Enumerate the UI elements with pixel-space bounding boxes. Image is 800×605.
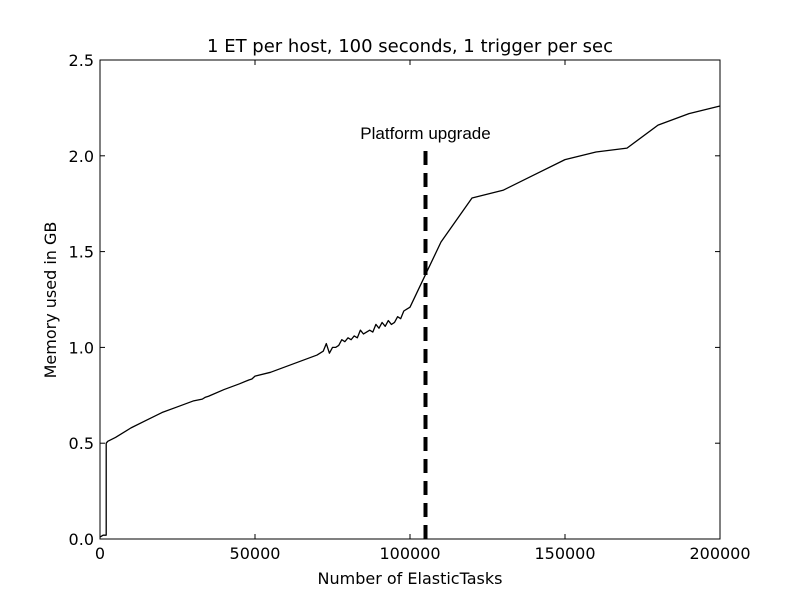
- y-tick-label: 1.5: [69, 243, 94, 262]
- y-tick-label: 1.0: [69, 338, 94, 357]
- x-tick-label: 100000: [379, 544, 440, 563]
- y-tick-label: 0.0: [69, 530, 94, 549]
- x-tick-label: 150000: [534, 544, 595, 563]
- annotation-label: Platform upgrade: [360, 124, 490, 143]
- chart-title: 1 ET per host, 100 seconds, 1 trigger pe…: [207, 36, 613, 57]
- x-tick-label: 200000: [689, 544, 750, 563]
- x-axis: 0 50000 100000 150000 200000: [95, 60, 751, 563]
- plot-area: Platform upgrade: [99, 105, 721, 539]
- x-axis-label: Number of ElasticTasks: [318, 569, 503, 588]
- y-tick-label: 0.5: [69, 434, 94, 453]
- x-tick-label: 50000: [230, 544, 281, 563]
- y-tick-label: 2.5: [69, 51, 94, 70]
- series-line: [99, 105, 721, 538]
- y-tick-label: 2.0: [69, 147, 94, 166]
- y-axis: 0.0 0.5 1.0 1.5 2.0 2.5: [69, 51, 720, 549]
- x-tick-label: 0: [95, 544, 105, 563]
- y-axis-label: Memory used in GB: [41, 222, 60, 379]
